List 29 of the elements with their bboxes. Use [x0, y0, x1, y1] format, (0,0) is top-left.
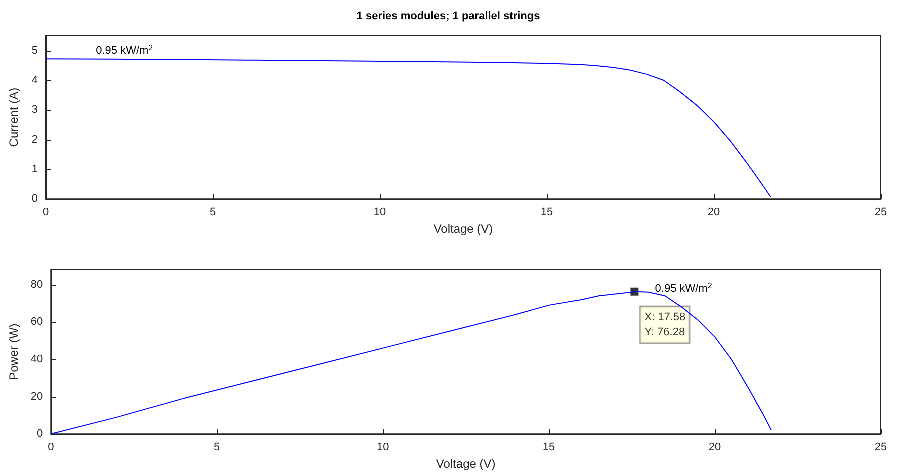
y-tick-label: 1: [32, 163, 38, 176]
chart-title: 1 series modules; 1 parallel strings: [356, 10, 540, 22]
y-tick-label: 5: [32, 44, 38, 57]
x-axis-title: Voltage (V): [434, 222, 494, 236]
y-tick-label: 4: [32, 74, 38, 86]
y-axis-title: Power (W): [7, 324, 21, 380]
data-label: X: 17.58 Y: 76.28: [644, 311, 686, 338]
x-tick-label: 20: [708, 442, 722, 454]
x-tick-label: 15: [540, 206, 554, 219]
y-tick-label: 20: [30, 390, 44, 403]
x-tick-label: 5: [214, 442, 220, 454]
x-tick-label: 5: [210, 206, 216, 219]
x-tick-label: 25: [874, 442, 888, 454]
x-tick-label: 10: [374, 206, 386, 219]
x-tick-label: 25: [874, 206, 888, 219]
y-tick-label: 40: [30, 354, 44, 366]
x-tick-label: 0: [48, 442, 54, 454]
y-tick-label: 0: [32, 193, 38, 206]
line-series: [46, 58, 772, 198]
x-tick-label: 15: [542, 442, 556, 454]
y-tick-label: 80: [30, 278, 44, 291]
y-tick-label: 3: [32, 104, 38, 116]
y-tick-label: 0: [37, 428, 44, 440]
y-tick-label: 2: [32, 134, 38, 146]
y-axis-title: Current (A): [7, 88, 21, 148]
x-axis-title: Voltage (V): [436, 457, 496, 471]
x-tick-label: 10: [376, 442, 390, 454]
x-tick-label: 20: [708, 206, 720, 219]
y-tick-label: 60: [30, 316, 44, 328]
